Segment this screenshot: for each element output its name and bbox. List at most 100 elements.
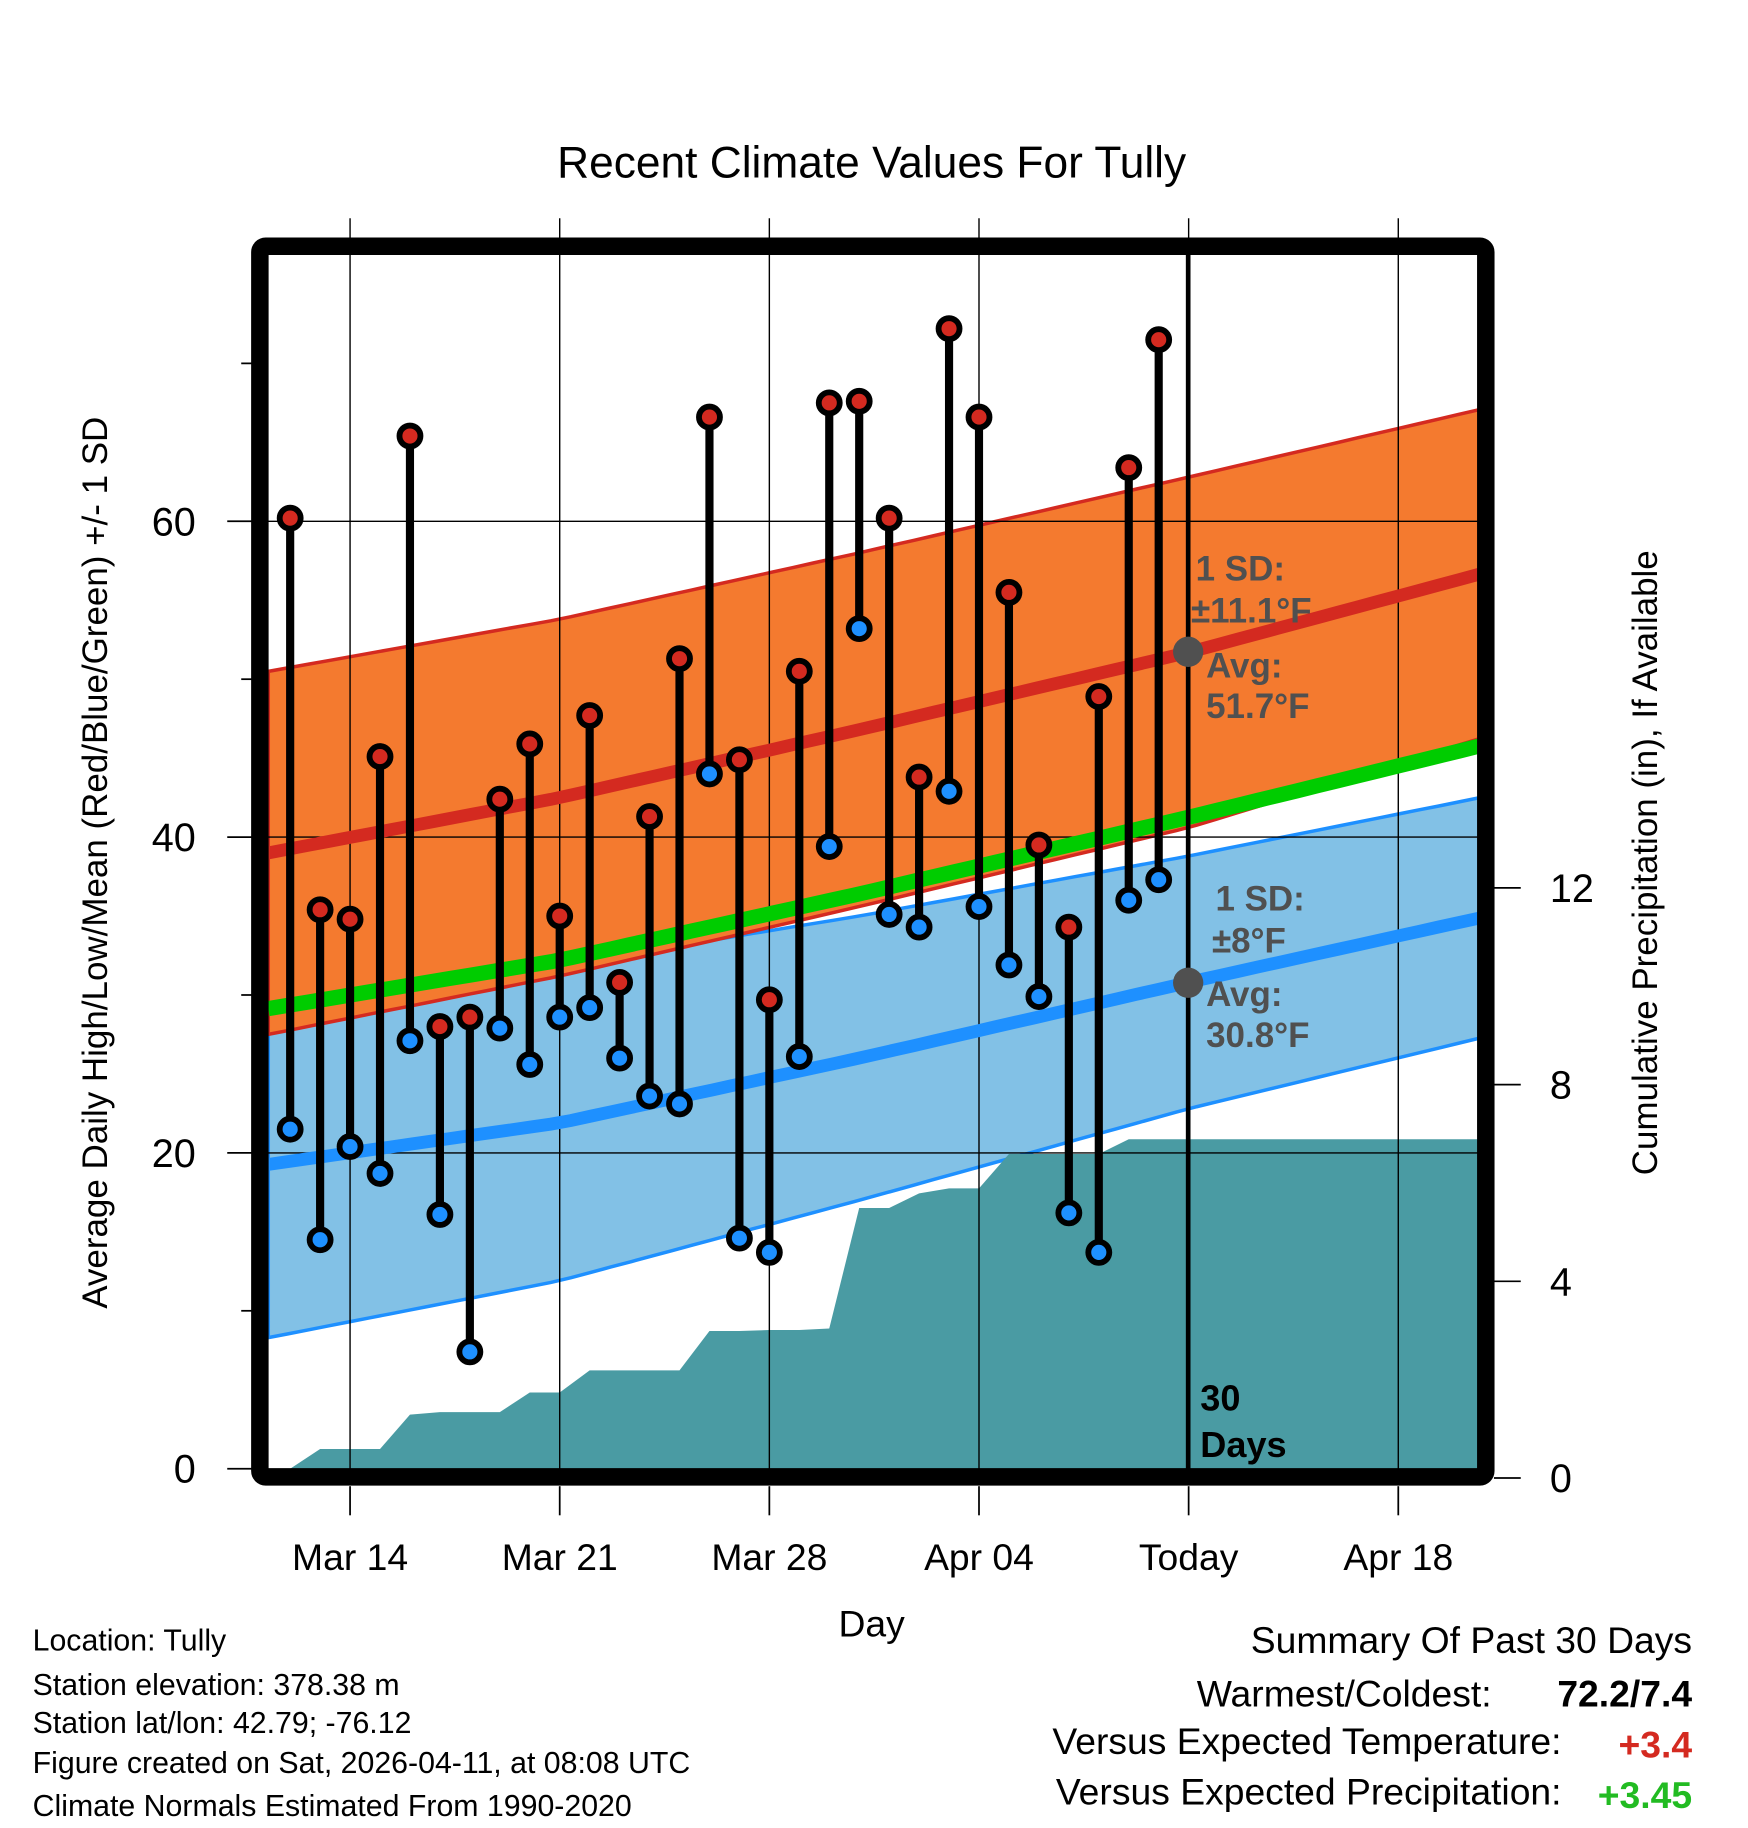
normals-text: Climate Normals Estimated From 1990-2020	[33, 1790, 632, 1823]
low-temp-point	[935, 777, 963, 805]
low-temp-point	[276, 1115, 304, 1143]
low-temp-point	[845, 615, 873, 643]
low-temp-point	[995, 951, 1023, 979]
low-temp-point	[965, 893, 993, 920]
low-temp-point	[1025, 983, 1053, 1010]
high-temp-point	[486, 785, 514, 813]
x-tick-label: Apr 04	[924, 1536, 1034, 1578]
temp-anomaly-value: +3.4	[1618, 1724, 1692, 1766]
high-temp-point	[1145, 326, 1173, 354]
y-tick-label: 20	[152, 1132, 196, 1176]
high-temp-point	[1085, 683, 1113, 710]
high-sd-label: 1 SD:	[1196, 550, 1285, 589]
latlon-text: Station lat/lon: 42.79; -76.12	[33, 1707, 412, 1740]
high-sd-value: ±11.1°F	[1191, 592, 1312, 631]
high-temp-point	[306, 896, 334, 924]
low-temp-point	[366, 1160, 394, 1187]
x-axis-label: Day	[839, 1603, 906, 1645]
observed-temps	[276, 315, 1173, 1366]
low-temp-point	[546, 1003, 574, 1031]
high-avg-value: 51.7°F	[1206, 687, 1309, 726]
high-temp-point	[276, 504, 304, 532]
plot-frame	[251, 237, 1495, 1486]
low-temp-point	[336, 1133, 364, 1160]
window-days-number: 30	[1200, 1377, 1240, 1418]
precip-anomaly-label: Versus Expected Precipitation:	[1056, 1770, 1562, 1812]
high-temp-point	[995, 578, 1023, 606]
precip-area	[290, 1139, 1478, 1469]
high-temp-point	[785, 657, 813, 685]
low-avg-marker	[1173, 967, 1204, 998]
low-temp-point	[606, 1044, 634, 1072]
x-tick-label: Apr 18	[1343, 1536, 1453, 1578]
high-avg-label: Avg:	[1206, 646, 1282, 685]
y-axis-label: Average Daily High/Low/Mean (Red/Blue/Gr…	[76, 417, 115, 1309]
low-temp-point	[755, 1238, 783, 1266]
precip-anomaly-value: +3.45	[1598, 1774, 1692, 1816]
low-temp-point	[576, 994, 604, 1022]
high-temp-point	[845, 387, 873, 415]
low-temp-point	[785, 1043, 813, 1070]
y2-tick-label: 12	[1550, 867, 1594, 911]
high-temp-point	[965, 403, 993, 431]
high-temp-point	[396, 422, 424, 450]
low-temp-point	[1115, 886, 1143, 914]
cumulative-precip-area	[290, 1139, 1478, 1469]
elevation-text: Station elevation: 378.38 m	[33, 1669, 400, 1702]
high-temp-point	[636, 803, 663, 830]
window-days-unit: Days	[1200, 1424, 1286, 1465]
temp-anomaly-label: Versus Expected Temperature:	[1052, 1720, 1561, 1762]
high-temp-point	[905, 763, 933, 791]
x-tick-label: Mar 14	[292, 1536, 408, 1578]
high-temp-point	[1025, 831, 1053, 859]
high-temp-point	[366, 743, 394, 770]
high-temp-point	[606, 968, 634, 996]
low-temp-point	[456, 1338, 484, 1366]
low-temp-point	[516, 1051, 544, 1078]
low-temp-point	[1085, 1238, 1113, 1266]
y-tick-label: 40	[152, 816, 196, 860]
warmest-coldest-value: 72.2/7.4	[1557, 1672, 1692, 1714]
high-temp-point	[935, 315, 963, 343]
high-normal-line	[267, 568, 1481, 860]
high-temp-point	[875, 504, 903, 532]
high-temp-point	[576, 702, 604, 729]
summary: Summary Of Past 30 Days Warmest/Coldest:…	[1052, 1619, 1692, 1816]
x-tick-label: Mar 28	[711, 1536, 827, 1578]
high-temp-point	[546, 902, 574, 930]
y2-tick-label: 8	[1550, 1064, 1572, 1108]
low-avg-label: Avg:	[1206, 975, 1282, 1014]
x-tick-label: Today	[1139, 1536, 1239, 1578]
axes: 0 20 40 60 0 4 8 12 Mar 14 Mar 21 Mar 28 Apr 04 Toda…	[152, 362, 1594, 1578]
low-temp-point	[636, 1082, 663, 1110]
high-temp-point	[755, 986, 783, 1014]
high-temp-point	[666, 645, 693, 673]
summary-title: Summary Of Past 30 Days	[1251, 1619, 1692, 1661]
warmest-coldest-label: Warmest/Coldest:	[1197, 1672, 1492, 1714]
y2-axis-label: Cumulative Precipitation (in), If Availa…	[1626, 550, 1665, 1175]
low-temp-point	[666, 1090, 693, 1118]
high-temp-point	[336, 905, 364, 933]
high-temp-point	[516, 730, 544, 758]
y-tick-label: 60	[152, 500, 196, 544]
low-temp-point	[486, 1014, 514, 1042]
location-text: Location: Tully	[33, 1624, 227, 1657]
high-temp-point	[1115, 454, 1143, 481]
low-temp-point	[1055, 1199, 1083, 1227]
low-temp-point	[726, 1224, 753, 1252]
low-sd-value: ±8°F	[1212, 921, 1286, 960]
low-temp-point	[306, 1226, 334, 1254]
y2-tick-label: 4	[1550, 1260, 1572, 1304]
created-text: Figure created on Sat, 2026-04-11, at 08…	[33, 1747, 691, 1780]
low-temp-point	[905, 913, 933, 941]
high-temp-point	[815, 389, 843, 417]
y-tick-label: 0	[174, 1448, 196, 1492]
low-temp-point	[1145, 866, 1173, 894]
high-temp-point	[726, 746, 753, 774]
low-temp-point	[426, 1201, 454, 1228]
x-tick-label: Mar 21	[502, 1536, 618, 1578]
station-info: Location: Tully Station elevation: 378.3…	[33, 1624, 691, 1822]
chart-title: Recent Climate Values For Tully	[557, 139, 1187, 188]
low-temp-point	[396, 1027, 424, 1055]
